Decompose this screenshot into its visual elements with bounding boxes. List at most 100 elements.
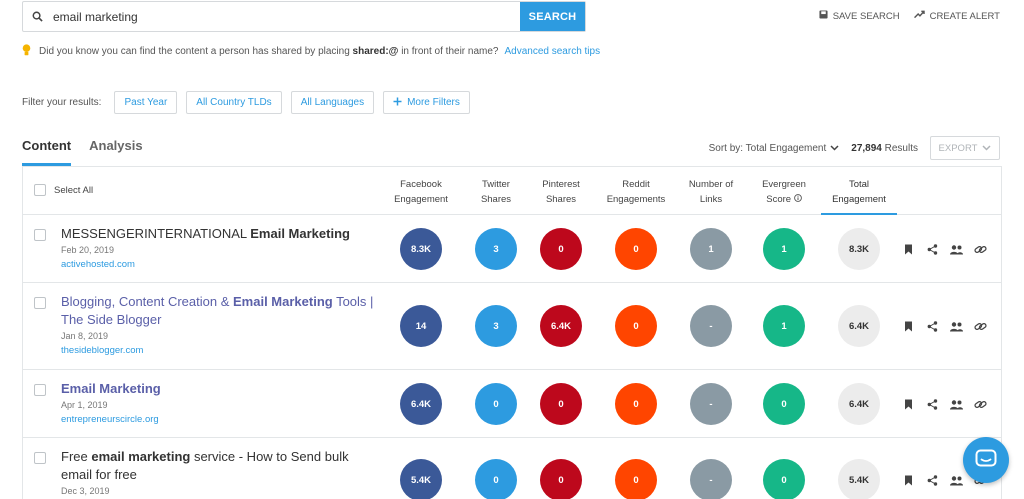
row-title-post: Tools | The Side Blogger bbox=[61, 294, 374, 327]
search-tip: Did you know you can find the content a … bbox=[22, 44, 600, 59]
col-evergreen[interactable]: Evergreen Score bbox=[748, 177, 820, 207]
evergreen-circle: 1 bbox=[763, 305, 805, 347]
row-title-pre: Free bbox=[61, 449, 92, 464]
row-checkbox[interactable] bbox=[34, 297, 46, 309]
col-total-line2: Engagement bbox=[832, 194, 886, 205]
row-title[interactable]: Free email marketing service - How to Se… bbox=[61, 448, 381, 484]
table-row: MESSENGERINTERNATIONAL Email Marketing F… bbox=[23, 215, 1001, 283]
twitter-circle: 3 bbox=[475, 305, 517, 347]
users-icon[interactable] bbox=[950, 320, 963, 333]
filter-country[interactable]: All Country TLDs bbox=[186, 91, 282, 114]
total-circle: 8.3K bbox=[838, 228, 880, 270]
more-filters-button[interactable]: More Filters bbox=[383, 91, 470, 114]
export-label: EXPORT bbox=[938, 142, 978, 154]
col-twitter[interactable]: Twitter Shares bbox=[460, 177, 532, 207]
users-icon[interactable] bbox=[950, 474, 963, 487]
sort-dropdown[interactable]: Sort by: Total Engagement bbox=[709, 143, 840, 154]
facebook-circle: 14 bbox=[400, 305, 442, 347]
row-title[interactable]: Blogging, Content Creation & Email Marke… bbox=[61, 293, 381, 329]
share-icon[interactable] bbox=[926, 243, 939, 256]
row-checkbox[interactable] bbox=[34, 229, 46, 241]
row-domain[interactable]: thesideblogger.com bbox=[61, 345, 144, 356]
bookmark-icon[interactable] bbox=[902, 320, 915, 333]
row-title[interactable]: Email Marketing bbox=[61, 380, 381, 398]
search-button[interactable]: SEARCH bbox=[520, 2, 585, 31]
col-total-line1: Total bbox=[848, 179, 870, 190]
row-checkbox[interactable] bbox=[34, 384, 46, 396]
links-circle: - bbox=[690, 383, 732, 425]
search-input[interactable] bbox=[51, 2, 520, 31]
results-table: Select All Facebook Engagement Twitter Sha… bbox=[22, 166, 1002, 499]
table-row: Email Marketing Apr 1, 2019 entrepreneur… bbox=[23, 370, 1001, 438]
row-title-bold: Email Marketing bbox=[250, 226, 350, 241]
bookmark-icon[interactable] bbox=[902, 243, 915, 256]
col-pinterest[interactable]: Pinterest Shares bbox=[525, 177, 597, 207]
row-checkbox[interactable] bbox=[34, 452, 46, 464]
sort-label: Sort by: Total Engagement bbox=[708, 142, 827, 154]
link-icon[interactable] bbox=[974, 320, 987, 333]
select-all-checkbox[interactable] bbox=[34, 184, 46, 196]
tip-text-bold: shared:@ bbox=[352, 46, 399, 57]
facebook-circle: 8.3K bbox=[400, 228, 442, 270]
bulb-icon bbox=[22, 44, 31, 59]
row-title-pre: Blogging, Content Creation & bbox=[61, 294, 233, 309]
twitter-circle: 3 bbox=[475, 228, 517, 270]
bookmark-icon[interactable] bbox=[902, 474, 915, 487]
select-all[interactable]: Select All bbox=[34, 184, 93, 196]
evergreen-circle: 0 bbox=[763, 383, 805, 425]
col-twitter-line2: Shares bbox=[480, 194, 512, 205]
twitter-circle: 0 bbox=[475, 459, 517, 499]
row-actions bbox=[902, 320, 987, 333]
col-evergreen-line2: Score bbox=[766, 194, 792, 205]
users-icon[interactable] bbox=[950, 243, 963, 256]
select-all-label: Select All bbox=[54, 184, 94, 196]
filter-languages[interactable]: All Languages bbox=[290, 91, 375, 114]
row-date: Dec 3, 2019 bbox=[61, 486, 110, 496]
col-links[interactable]: Number of Links bbox=[675, 177, 747, 207]
more-filters-label: More Filters bbox=[407, 97, 460, 108]
col-reddit[interactable]: Reddit Engagements bbox=[600, 177, 672, 207]
share-icon[interactable] bbox=[926, 474, 939, 487]
row-title[interactable]: MESSENGERINTERNATIONAL Email Marketing bbox=[61, 225, 381, 243]
tab-analysis[interactable]: Analysis bbox=[89, 138, 143, 153]
twitter-circle: 0 bbox=[475, 383, 517, 425]
advanced-search-tips-link[interactable]: Advanced search tips bbox=[504, 46, 601, 57]
create-alert-button[interactable]: CREATE ALERT bbox=[913, 10, 1000, 22]
col-facebook-line2: Engagement bbox=[394, 194, 448, 205]
save-search-button[interactable]: SAVE SEARCH bbox=[819, 10, 900, 22]
chat-icon bbox=[975, 449, 997, 472]
tip-text: Did you know you can find the content a … bbox=[39, 46, 498, 57]
link-icon[interactable] bbox=[974, 243, 987, 256]
save-icon bbox=[819, 10, 828, 22]
col-reddit-line2: Engagements bbox=[606, 194, 666, 205]
facebook-circle: 5.4K bbox=[400, 459, 442, 499]
users-icon[interactable] bbox=[950, 398, 963, 411]
plus-icon bbox=[393, 97, 402, 109]
row-actions bbox=[902, 474, 987, 487]
results-count: 27,894 Results bbox=[851, 143, 918, 154]
bookmark-icon[interactable] bbox=[902, 398, 915, 411]
export-button[interactable]: EXPORT bbox=[930, 136, 1000, 160]
col-twitter-line1: Twitter bbox=[482, 179, 510, 190]
row-domain[interactable]: entrepreneurscircle.org bbox=[61, 414, 159, 425]
pinterest-circle: 0 bbox=[540, 459, 582, 499]
col-facebook[interactable]: Facebook Engagement bbox=[385, 177, 457, 207]
col-total[interactable]: Total Engagement bbox=[821, 177, 897, 215]
result-tabs: Content Analysis bbox=[22, 138, 143, 166]
pinterest-circle: 6.4K bbox=[540, 305, 582, 347]
share-icon[interactable] bbox=[926, 320, 939, 333]
link-icon[interactable] bbox=[974, 398, 987, 411]
row-title-bold: Email Marketing bbox=[233, 294, 333, 309]
col-evergreen-line1: Evergreen bbox=[762, 179, 806, 190]
row-domain[interactable]: activehosted.com bbox=[61, 259, 135, 270]
links-circle: - bbox=[690, 305, 732, 347]
results-label: Results bbox=[884, 142, 918, 154]
table-header: Select All Facebook Engagement Twitter Sha… bbox=[23, 167, 1001, 215]
share-icon[interactable] bbox=[926, 398, 939, 411]
chat-launcher[interactable] bbox=[963, 437, 1009, 483]
search-bar: SEARCH bbox=[22, 1, 586, 32]
filter-past-year[interactable]: Past Year bbox=[114, 91, 178, 114]
pinterest-circle: 0 bbox=[540, 383, 582, 425]
tab-content[interactable]: Content bbox=[22, 138, 72, 166]
tip-text-post: in front of their name? bbox=[401, 46, 499, 57]
